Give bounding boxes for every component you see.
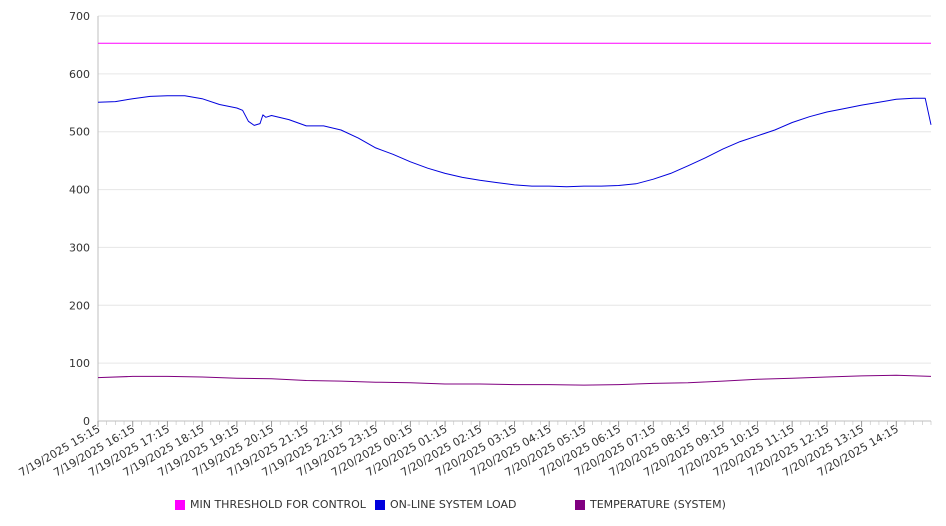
- legend-item-system-load[interactable]: ON-LINE SYSTEM LOAD: [375, 498, 516, 511]
- y-tick-label-3: 300: [69, 241, 90, 254]
- y-tick-label-2: 200: [69, 299, 90, 312]
- chart-axes: [97, 16, 932, 427]
- chart-grid: [98, 15, 931, 422]
- y-tick-label-1: 100: [69, 357, 90, 370]
- series-line-system-load: [97, 95, 932, 188]
- x-axis-ticks: 7/19/2025 15:157/19/2025 16:157/19/2025 …: [17, 422, 901, 479]
- legend-label-temperature: TEMPERATURE (SYSTEM): [590, 498, 726, 511]
- y-tick-label-5: 500: [69, 126, 90, 139]
- legend-swatch-system-load: [375, 499, 385, 510]
- series-line-temperature: [97, 374, 932, 386]
- legend-label-system-load: ON-LINE SYSTEM LOAD: [390, 498, 517, 511]
- legend-swatch-min-threshold: [175, 499, 185, 510]
- chart-series: [97, 42, 932, 386]
- y-tick-label-7: 700: [69, 10, 90, 23]
- chart-legend: MIN THRESHOLD FOR CONTROL ON-LINE SYSTEM…: [0, 498, 946, 516]
- legend-label-min-threshold: MIN THRESHOLD FOR CONTROL: [190, 498, 366, 511]
- y-axis-ticks: 0 100 200 300 400 500 600 700: [69, 10, 90, 428]
- legend-swatch-temperature: [575, 499, 585, 510]
- y-tick-label-6: 600: [69, 68, 90, 81]
- legend-item-min-threshold[interactable]: MIN THRESHOLD FOR CONTROL: [175, 498, 366, 511]
- y-tick-label-4: 400: [69, 184, 90, 197]
- y-tick-label-0: 0: [83, 415, 90, 428]
- legend-item-temperature[interactable]: TEMPERATURE (SYSTEM): [575, 498, 726, 511]
